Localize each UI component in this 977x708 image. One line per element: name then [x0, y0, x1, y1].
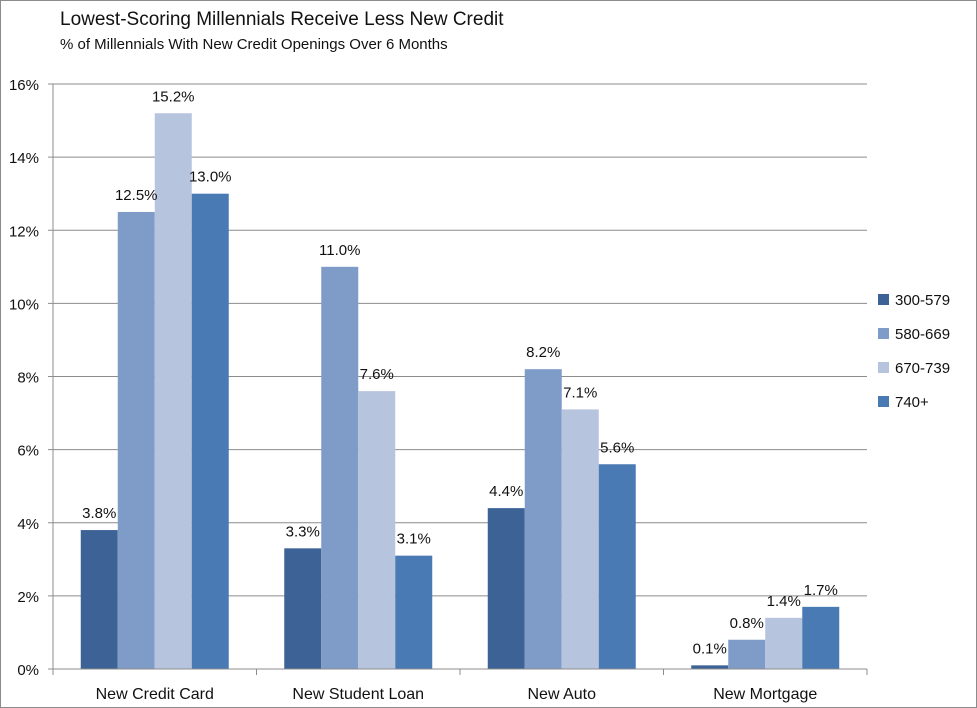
chart-subtitle: % of Millennials With New Credit Opening…: [60, 36, 448, 53]
x-tick-label: New Auto: [528, 686, 597, 703]
x-tick-label: New Mortgage: [713, 686, 817, 703]
bar: [154, 113, 192, 669]
bar: [358, 391, 396, 669]
data-label: 1.7%: [804, 582, 838, 599]
bar: [191, 193, 229, 669]
y-tick-label: 0%: [17, 662, 39, 679]
data-labels: 3.8% 12.5% 15.2% 13.0% 3.3% 11.0% 7.6% 3.1% 4.4%…: [82, 88, 838, 657]
bar: [728, 639, 766, 669]
bar: [802, 606, 840, 669]
data-label: 3.3%: [286, 523, 320, 540]
data-label: 7.1%: [563, 384, 597, 401]
data-label: 11.0%: [319, 242, 360, 259]
bar: [395, 555, 433, 669]
y-tick-label: 6%: [17, 443, 39, 460]
legend-label: 670-739: [895, 360, 950, 377]
axes: 0% 2% 4% 6% 8% 10% 12% 14% 16% New Credit Card New…: [9, 77, 868, 703]
data-label: 3.8%: [82, 505, 116, 522]
data-label: 13.0%: [189, 169, 232, 186]
legend-swatch: [878, 396, 889, 407]
y-tick-label: 16%: [9, 77, 39, 94]
x-tick-label: New Credit Card: [96, 686, 214, 703]
y-tick-label: 4%: [17, 516, 39, 533]
bar: [598, 464, 636, 669]
data-label: 4.4%: [489, 483, 523, 500]
bar: [691, 665, 729, 669]
data-label: 7.6%: [360, 366, 394, 383]
bar: [321, 266, 359, 669]
data-label: 8.2%: [526, 344, 560, 361]
data-label: 15.2%: [152, 88, 195, 105]
bar: [524, 369, 562, 669]
y-tick-label: 2%: [17, 589, 39, 606]
y-tick-label: 10%: [9, 296, 39, 313]
data-label: 5.6%: [600, 439, 634, 456]
y-tick-label: 14%: [9, 150, 39, 167]
legend-label: 740+: [895, 394, 929, 411]
bar: [765, 617, 803, 669]
bar: [117, 211, 155, 669]
y-tick-label: 8%: [17, 370, 39, 387]
data-label: 12.5%: [115, 187, 158, 204]
data-label: 1.4%: [767, 593, 801, 610]
bar: [561, 409, 599, 669]
legend-swatch: [878, 328, 889, 339]
legend-label: 580-669: [895, 326, 950, 343]
legend-swatch: [878, 294, 889, 305]
data-label: 0.1%: [693, 640, 727, 657]
y-tick-label: 12%: [9, 223, 39, 240]
chart-title: Lowest-Scoring Millennials Receive Less …: [60, 9, 504, 30]
legend: 300-579 580-669 670-739 740+: [878, 292, 950, 411]
x-tick-label: New Student Loan: [292, 686, 424, 703]
legend-swatch: [878, 362, 889, 373]
data-label: 0.8%: [730, 615, 764, 632]
legend-label: 300-579: [895, 292, 950, 309]
bar: [284, 548, 322, 669]
bar: [80, 530, 118, 669]
bars: [80, 113, 840, 669]
bar: [487, 508, 525, 669]
data-label: 3.1%: [397, 531, 431, 548]
